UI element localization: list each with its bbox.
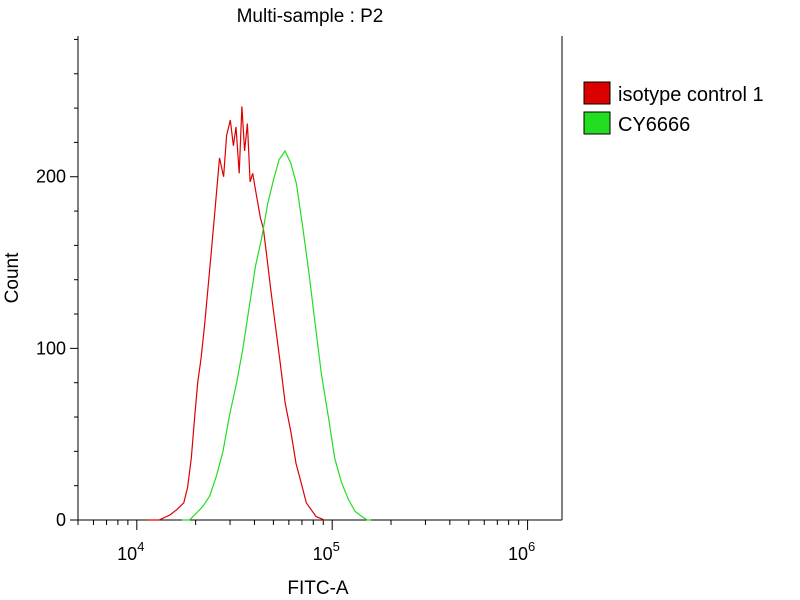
legend-label: CY6666 xyxy=(618,114,690,136)
x-tick-label: 104 xyxy=(117,539,144,564)
y-tick-label: 100 xyxy=(36,338,66,358)
plot-area xyxy=(77,36,563,521)
x-tick-label: 106 xyxy=(508,539,535,564)
y-axis-label: Count xyxy=(2,252,23,303)
y-tick-label: 200 xyxy=(36,167,66,187)
y-tick-label: 0 xyxy=(56,510,66,530)
legend-swatch xyxy=(583,111,611,135)
legend-label: isotype control 1 xyxy=(618,84,764,106)
series-layer xyxy=(147,106,371,521)
series-line-isotype-control xyxy=(147,106,325,521)
legend-swatch xyxy=(583,81,611,105)
x-axis-ticks: 104 105 106 xyxy=(77,520,535,564)
series-line-cy6666 xyxy=(181,149,371,521)
chart-title: Multi-sample : P2 xyxy=(237,6,384,27)
x-axis-label: FITC-A xyxy=(287,578,349,599)
legend: isotype control 1 CY6666 xyxy=(583,81,764,136)
x-tick-label: 105 xyxy=(313,539,340,564)
y-axis-ticks: 0 100 200 xyxy=(36,38,78,530)
